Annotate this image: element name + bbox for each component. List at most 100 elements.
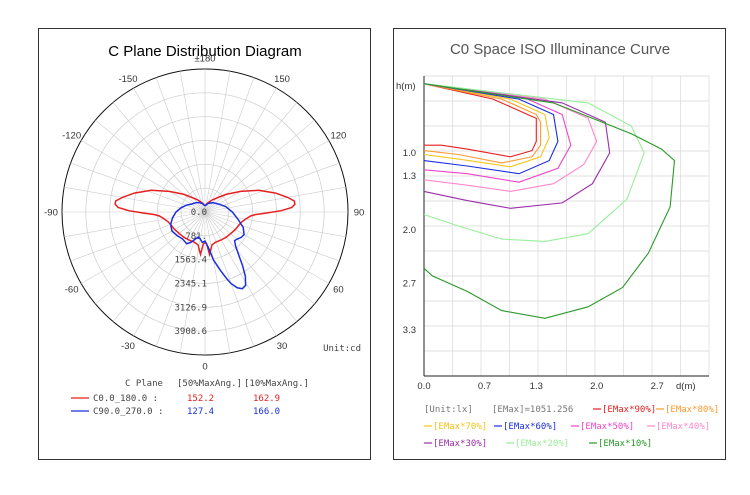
iso-series-line bbox=[423, 83, 645, 242]
iso-legend-label: [EMax*50%] bbox=[580, 422, 634, 432]
iso-y-tick: 1.0 bbox=[403, 148, 416, 159]
polar-spoke bbox=[70, 211, 206, 262]
polar-radial-label: 2345.1 bbox=[174, 280, 207, 290]
iso-x-tick: 2.7 bbox=[651, 381, 664, 392]
polar-radial-label: 3126.9 bbox=[174, 303, 207, 313]
iso-x-tick: 0.7 bbox=[478, 381, 491, 392]
polar-angle-label: -30 bbox=[121, 341, 135, 352]
polar-spoke bbox=[204, 211, 340, 262]
iso-legend-label: [EMax*20%] bbox=[515, 439, 569, 449]
legend-v50-c0: 152.2 bbox=[187, 394, 214, 404]
polar-spoke bbox=[70, 162, 206, 213]
polar-spoke bbox=[64, 211, 206, 238]
polar-spoke bbox=[204, 211, 277, 336]
iso-y-tick: 1.3 bbox=[403, 171, 416, 182]
polar-spoke bbox=[204, 119, 315, 213]
polar-series-line bbox=[169, 201, 247, 290]
polar-chart-panel: C Plane Distribution Diagram ±180 150 120 9… bbox=[38, 28, 371, 460]
polar-legend: C Plane [50%MaxAng.] [10%MaxAng.] C0.0_1… bbox=[71, 379, 309, 417]
polar-unit-label: Unit:cd bbox=[323, 344, 361, 354]
polar-angle-label: 150 bbox=[274, 74, 290, 85]
legend-header-10: [10%MaxAng.] bbox=[244, 379, 309, 389]
polar-spoke bbox=[95, 119, 206, 213]
polar-spoke bbox=[179, 211, 206, 353]
iso-chart-title: C0 Space ISO Illuminance Curve bbox=[450, 41, 670, 58]
iso-legend-unit: [Unit:lx] bbox=[424, 405, 473, 415]
legend-name-c90: C90.0_270.0 : bbox=[93, 407, 163, 417]
polar-spoke bbox=[204, 88, 277, 213]
polar-radial-label: 1563.4 bbox=[174, 256, 207, 266]
iso-series-line bbox=[423, 83, 542, 164]
polar-spoke bbox=[204, 211, 315, 305]
polar-spoke bbox=[204, 162, 340, 213]
polar-spoke bbox=[179, 71, 206, 213]
iso-legend-label: [EMax*30%] bbox=[433, 439, 487, 449]
iso-legend-label: [EMax*90%] bbox=[602, 405, 656, 415]
polar-spoke bbox=[204, 71, 231, 213]
iso-legend-label: [EMax*40%] bbox=[656, 422, 710, 432]
iso-legend-emax: [EMax]=1051.256 bbox=[492, 405, 573, 415]
iso-x-tick: 1.3 bbox=[530, 381, 543, 392]
polar-grid bbox=[61, 68, 349, 356]
iso-series bbox=[423, 83, 676, 319]
iso-series-line bbox=[423, 83, 611, 209]
polar-spoke bbox=[81, 140, 206, 213]
iso-legend-label: [EMax*70%] bbox=[433, 422, 487, 432]
iso-y-axis-label: h(m) bbox=[396, 81, 416, 92]
polar-spoke bbox=[204, 140, 329, 213]
polar-spoke bbox=[112, 211, 206, 322]
iso-legend-label: [EMax*80%] bbox=[665, 405, 719, 415]
legend-v10-c0: 162.9 bbox=[253, 394, 280, 404]
polar-angle-label: -150 bbox=[118, 74, 137, 85]
iso-x-tick: 2.0 bbox=[590, 381, 603, 392]
iso-series-line bbox=[423, 83, 572, 183]
polar-spoke bbox=[204, 77, 255, 213]
iso-legend: [Unit:lx] [EMax]=1051.256 [EMax*90%] [EMa… bbox=[424, 405, 719, 449]
polar-spoke bbox=[81, 211, 206, 284]
iso-x-tick: 0.0 bbox=[417, 381, 430, 392]
iso-series-line bbox=[423, 83, 537, 158]
polar-spoke bbox=[204, 211, 231, 353]
polar-angle-label: 0 bbox=[202, 362, 207, 373]
polar-spoke bbox=[133, 88, 206, 213]
iso-x-axis-label: d(m) bbox=[676, 381, 696, 392]
polar-angle-label: 120 bbox=[330, 131, 346, 142]
polar-radial-labels: 0.0 781. 1563.4 2345.1 3126.9 3908.6 bbox=[174, 208, 207, 337]
polar-angle-label: 90 bbox=[354, 208, 365, 219]
polar-spoke bbox=[155, 77, 206, 213]
polar-radial-label: 3908.6 bbox=[174, 327, 207, 337]
polar-radial-label: 781. bbox=[185, 232, 207, 242]
iso-series-line bbox=[423, 83, 550, 168]
polar-spoke bbox=[204, 211, 255, 347]
legend-name-c0: C0.0_180.0 : bbox=[93, 394, 158, 404]
legend-v10-c90: 166.0 bbox=[253, 407, 280, 417]
polar-spoke bbox=[204, 211, 329, 284]
polar-spoke bbox=[112, 102, 206, 213]
iso-ticks: 0.0 0.7 1.3 2.0 2.7 1.0 1.3 2.0 2.7 3.3 bbox=[403, 148, 664, 392]
polar-spoke bbox=[204, 211, 298, 322]
iso-y-tick: 2.7 bbox=[403, 279, 416, 290]
iso-series-line bbox=[423, 83, 559, 175]
polar-angle-label: 30 bbox=[277, 341, 288, 352]
polar-spoke bbox=[133, 211, 206, 336]
iso-series-line bbox=[423, 83, 676, 319]
iso-grid bbox=[423, 75, 710, 377]
iso-y-tick: 3.3 bbox=[403, 325, 416, 336]
iso-chart: C0 Space ISO Illuminance Curve 0.0 0.7 1.3… bbox=[396, 41, 719, 449]
legend-header-50: [50%MaxAng.] bbox=[177, 379, 242, 389]
iso-legend-label: [EMax*60%] bbox=[503, 422, 557, 432]
polar-angle-label: -60 bbox=[65, 285, 79, 296]
polar-angle-label: -90 bbox=[44, 208, 58, 219]
polar-spoke bbox=[155, 211, 206, 347]
polar-spoke bbox=[204, 211, 346, 238]
polar-angle-labels: ±180 150 120 90 60 30 0 -30 -60 -90 -120 -150 bbox=[44, 54, 364, 373]
polar-series bbox=[114, 189, 296, 290]
legend-v50-c90: 127.4 bbox=[187, 407, 214, 417]
iso-y-tick: 2.0 bbox=[403, 225, 416, 236]
polar-angle-label: ±180 bbox=[194, 54, 215, 65]
polar-spoke bbox=[95, 211, 206, 305]
polar-spoke bbox=[204, 102, 298, 213]
polar-angle-label: 60 bbox=[333, 285, 344, 296]
polar-chart: C Plane Distribution Diagram ±180 150 120 9… bbox=[44, 43, 364, 417]
iso-legend-label: [EMax*10%] bbox=[598, 439, 652, 449]
